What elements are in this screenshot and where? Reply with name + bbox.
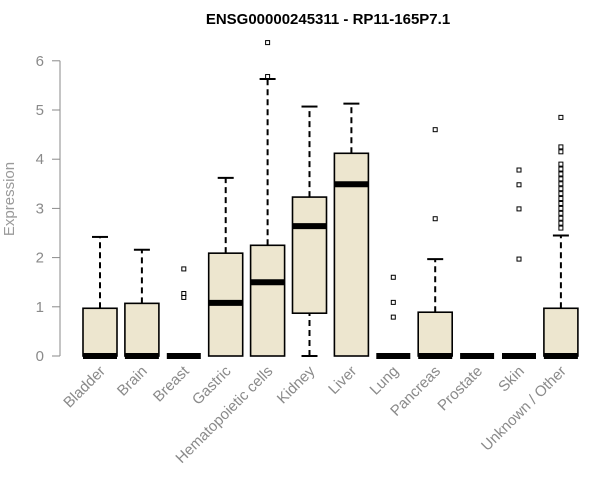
outlier-point bbox=[390, 274, 396, 280]
outlier-point bbox=[558, 220, 564, 226]
outlier-point bbox=[516, 182, 522, 188]
box-skin bbox=[502, 167, 536, 359]
outlier-point bbox=[516, 206, 522, 212]
box-brain bbox=[124, 248, 160, 359]
outlier-point bbox=[432, 127, 438, 133]
outlier-point bbox=[390, 314, 396, 320]
box-body bbox=[124, 302, 160, 357]
y-tick-label: 3 bbox=[36, 200, 44, 217]
outlier-point bbox=[558, 114, 564, 120]
y-tick-label: 4 bbox=[36, 151, 44, 168]
outlier-point bbox=[558, 171, 564, 177]
outlier-point bbox=[432, 216, 438, 222]
x-tick-label: Skin bbox=[495, 363, 528, 396]
box-breast bbox=[166, 266, 201, 359]
y-tick-label: 2 bbox=[36, 250, 44, 267]
outlier-point bbox=[558, 205, 564, 211]
y-tick-label: 6 bbox=[36, 53, 44, 70]
x-tick-label: Bladder bbox=[60, 363, 109, 412]
box-lung bbox=[376, 274, 411, 359]
outlier-point bbox=[558, 166, 564, 172]
outlier-point bbox=[558, 149, 564, 155]
x-tick-label: Kidney bbox=[274, 362, 319, 407]
outlier-point bbox=[265, 40, 271, 46]
outlier-point bbox=[558, 200, 564, 206]
outlier-point bbox=[516, 167, 522, 173]
outlier-point bbox=[558, 176, 564, 182]
outlier-point bbox=[558, 191, 564, 197]
outlier-point bbox=[516, 256, 522, 262]
outlier-point bbox=[558, 181, 564, 187]
y-tick-label: 5 bbox=[36, 102, 44, 119]
outlier-point bbox=[558, 210, 564, 216]
x-tick-label: Brain bbox=[114, 363, 151, 400]
box-group bbox=[82, 40, 579, 359]
x-tick-label: Breast bbox=[150, 362, 193, 405]
outlier-point bbox=[181, 291, 187, 297]
outlier-point bbox=[558, 186, 564, 192]
box-body bbox=[543, 307, 579, 357]
outlier-point bbox=[558, 161, 564, 167]
outlier-point bbox=[558, 225, 564, 231]
x-tick-label: Lung bbox=[367, 363, 403, 399]
box-bladder bbox=[82, 235, 118, 359]
outlier-point bbox=[558, 196, 564, 202]
chart-title: ENSG00000245311 - RP11-165P7.1 bbox=[206, 11, 450, 28]
x-tick-label: Prostate bbox=[434, 363, 486, 415]
y-tick-label: 0 bbox=[36, 348, 44, 365]
outlier-point bbox=[265, 74, 271, 80]
box-hematopoietic-cells bbox=[249, 40, 286, 357]
box-unknown-other bbox=[543, 114, 579, 359]
box-body bbox=[417, 311, 454, 357]
box-gastric bbox=[207, 176, 244, 357]
box-body bbox=[82, 307, 118, 357]
y-axis: 0 1 2 3 4 5 6 bbox=[36, 53, 61, 365]
outlier-point bbox=[558, 215, 564, 221]
y-axis-label: Expression bbox=[1, 162, 18, 236]
outlier-point bbox=[181, 266, 187, 272]
outlier-point bbox=[390, 299, 396, 305]
box-body bbox=[249, 244, 286, 357]
y-tick-label: 1 bbox=[36, 299, 44, 316]
box-body bbox=[291, 196, 328, 314]
outlier-point bbox=[181, 294, 187, 300]
box-pancreas bbox=[417, 127, 454, 359]
box-kidney bbox=[291, 105, 328, 357]
x-tick-label: Liver bbox=[325, 363, 360, 398]
outlier-point bbox=[558, 144, 564, 150]
box-liver bbox=[333, 102, 370, 357]
